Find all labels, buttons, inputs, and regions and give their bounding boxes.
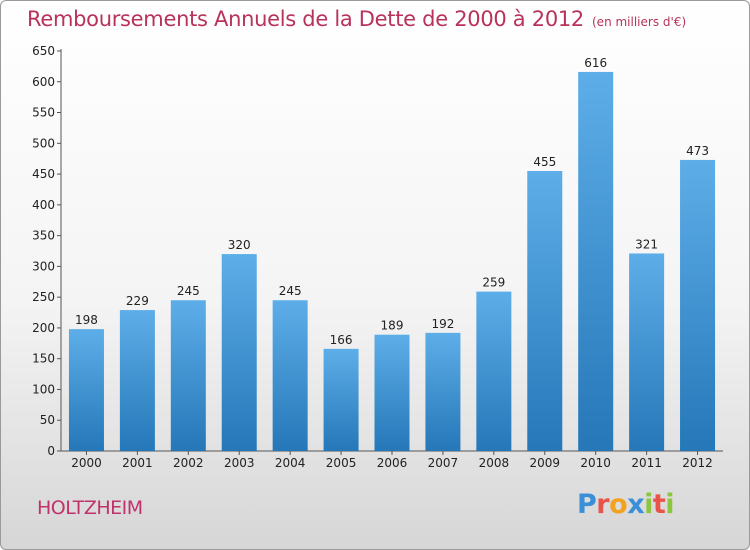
x-tick-label: 2011 <box>631 456 662 470</box>
bar <box>221 254 257 451</box>
data-label: 455 <box>533 155 556 169</box>
data-label: 320 <box>228 238 251 252</box>
bar <box>629 253 665 451</box>
data-label: 321 <box>635 237 658 251</box>
data-label: 229 <box>126 294 149 308</box>
data-label: 245 <box>177 284 200 298</box>
bar <box>680 159 716 451</box>
bar <box>272 300 308 451</box>
logo-letter: r <box>596 489 610 520</box>
y-tick-label: 0 <box>47 444 55 458</box>
y-tick-label: 600 <box>32 75 55 89</box>
data-label: 189 <box>381 319 404 333</box>
y-tick-label: 200 <box>32 321 55 335</box>
logo-letter: t <box>652 489 666 520</box>
y-tick-label: 450 <box>32 167 55 181</box>
x-tick-label: 2005 <box>326 456 357 470</box>
bar <box>323 348 359 451</box>
y-tick-label: 650 <box>32 44 55 58</box>
bar <box>425 332 461 451</box>
logo-letter: o <box>609 489 628 520</box>
labels: 198 229 245 320 245 166 189 192 259 455 616 321 473 <box>75 56 709 347</box>
y-tick-label: 300 <box>32 259 55 273</box>
axes: 0 50 100 150 200 250 300 350 400 450 500 550 600 650 2… <box>32 44 723 470</box>
y-tick-label: 500 <box>32 136 55 150</box>
data-label: 616 <box>584 56 607 70</box>
x-tick-label: 2008 <box>479 456 510 470</box>
x-tick-label: 2007 <box>428 456 459 470</box>
bar <box>527 171 563 451</box>
chart-title-text: Remboursements Annuels de la Dette de 20… <box>27 7 584 31</box>
data-label: 166 <box>330 333 353 347</box>
logo-letter: i <box>665 489 675 520</box>
y-tick-label: 400 <box>32 198 55 212</box>
y-tick-label: 550 <box>32 106 55 120</box>
y-tick-label: 50 <box>40 413 55 427</box>
logo-letter: P <box>577 489 597 520</box>
chart-title: Remboursements Annuels de la Dette de 20… <box>27 7 686 31</box>
bar <box>119 310 155 451</box>
bar <box>476 291 512 451</box>
y-tick-label: 100 <box>32 382 55 396</box>
proxiti-logo: Proxiti <box>577 489 675 520</box>
bars <box>68 71 716 451</box>
bar <box>578 71 614 451</box>
x-tick-label: 2010 <box>580 456 611 470</box>
data-label: 245 <box>279 284 302 298</box>
data-label: 192 <box>431 317 454 331</box>
y-tick-label: 250 <box>32 290 55 304</box>
bar <box>68 329 104 451</box>
bar <box>374 334 410 451</box>
city-name: HOLTZHEIM <box>37 497 143 519</box>
x-tick-label: 2001 <box>122 456 153 470</box>
x-tick-label: 2004 <box>275 456 306 470</box>
data-label: 198 <box>75 313 98 327</box>
x-tick-label: 2002 <box>173 456 204 470</box>
y-tick-label: 350 <box>32 229 55 243</box>
data-label: 259 <box>482 276 505 290</box>
chart-unit: (en milliers d'€) <box>592 15 687 29</box>
x-tick-label: 2009 <box>529 456 560 470</box>
logo-letter: i <box>644 489 653 520</box>
x-tick-label: 2003 <box>224 456 255 470</box>
x-tick-label: 2012 <box>682 456 713 470</box>
x-tick-label: 2006 <box>377 456 408 470</box>
data-label: 473 <box>686 144 709 158</box>
logo-letter: x <box>627 489 645 520</box>
x-tick-label: 2000 <box>71 456 102 470</box>
bar <box>170 300 206 451</box>
y-tick-label: 150 <box>32 352 55 366</box>
